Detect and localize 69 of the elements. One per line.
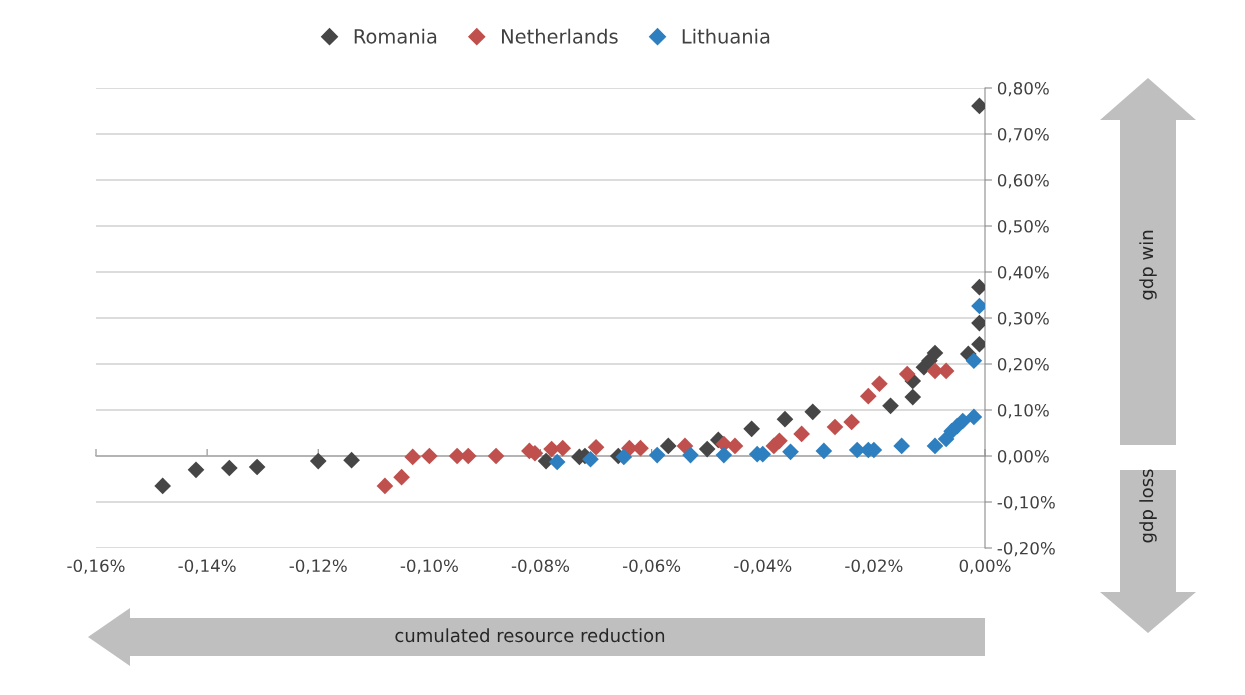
point <box>898 365 916 383</box>
point <box>859 387 877 405</box>
point <box>882 397 899 415</box>
point <box>715 446 733 464</box>
point <box>221 459 238 477</box>
point <box>309 452 327 470</box>
point <box>926 437 944 455</box>
point <box>965 352 983 370</box>
point <box>904 388 922 406</box>
point <box>954 412 972 430</box>
point <box>926 344 944 362</box>
point <box>726 437 744 455</box>
text: cumulated resource reduction <box>395 628 665 643</box>
point <box>682 446 699 464</box>
y-tick-label: -0,10% <box>997 495 1055 511</box>
point <box>659 437 677 455</box>
point <box>804 403 822 421</box>
point <box>648 446 666 464</box>
y-tick-label: 0,40% <box>997 265 1049 281</box>
point <box>965 408 983 426</box>
legend-label: Lithuania <box>682 28 770 44</box>
legend-label: Romania <box>354 28 437 44</box>
point <box>698 440 716 458</box>
point <box>582 450 599 468</box>
point <box>404 448 422 466</box>
point <box>248 458 266 476</box>
legend-label: Netherlands <box>502 28 618 44</box>
x-tick-label: -0,06% <box>622 559 681 574</box>
point <box>893 437 910 455</box>
y-tick-label: 0,10% <box>997 403 1049 419</box>
point <box>782 443 799 461</box>
x-tick-label: -0,04% <box>734 559 792 574</box>
point <box>871 375 888 393</box>
y-tick-label: -0,20% <box>997 541 1055 557</box>
point <box>587 438 605 456</box>
text: gdp loss <box>1139 469 1157 543</box>
point <box>843 413 860 431</box>
point <box>615 448 633 466</box>
point <box>815 442 833 460</box>
x-tick-label: -0,08% <box>511 559 570 574</box>
point <box>554 439 572 457</box>
point <box>793 425 810 443</box>
x-tick-label: -0,12% <box>289 559 347 574</box>
point <box>771 432 788 450</box>
point <box>548 453 566 471</box>
point <box>154 477 172 495</box>
y-tick-label: 0,60% <box>997 173 1049 189</box>
point <box>393 468 410 486</box>
y-tick-label: 0,20% <box>997 357 1049 373</box>
x-tick-label: 0,00% <box>959 559 1011 574</box>
y-tick-label: 0,70% <box>997 127 1049 143</box>
y-tick-label: 0,50% <box>997 219 1049 235</box>
point <box>421 447 438 465</box>
y-tick-label: 0,80% <box>997 81 1049 97</box>
point <box>826 418 844 436</box>
y-tick-label: 0,00% <box>997 449 1049 465</box>
x-tick-label: -0,02% <box>845 559 903 574</box>
point <box>343 451 360 469</box>
point <box>743 420 760 438</box>
point <box>676 437 694 455</box>
x-tick-label: -0,16% <box>67 559 125 574</box>
y-tick-label: 0,30% <box>997 311 1049 327</box>
point <box>187 461 205 479</box>
point <box>487 447 505 465</box>
x-tick-label: -0,14% <box>178 559 236 574</box>
point <box>376 477 394 495</box>
point <box>776 410 794 428</box>
text: gdp win <box>1139 230 1157 300</box>
x-tick-label: -0,10% <box>400 559 458 574</box>
